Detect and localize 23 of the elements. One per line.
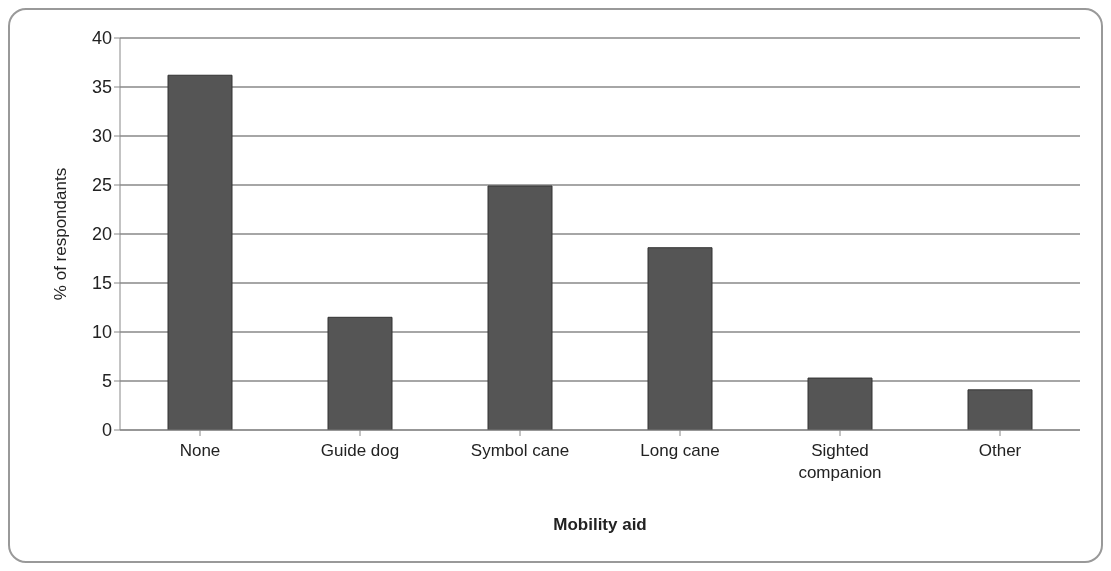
x-tick-label: Sighted companion [798, 441, 882, 482]
x-tick-label: Long cane [640, 441, 720, 460]
y-tick-label: 40 [91, 28, 112, 49]
x-tick-label: None [179, 441, 221, 460]
bar [807, 377, 873, 430]
x-tick-label: Guide dog [320, 441, 400, 460]
y-tick-label: 30 [91, 126, 112, 147]
y-tick-label: 5 [101, 371, 112, 392]
y-axis-title: % of respondants [51, 167, 71, 301]
y-tick-label: 35 [91, 77, 112, 98]
bar [167, 74, 233, 430]
y-tick-label: 10 [91, 322, 112, 343]
bar [487, 185, 553, 430]
bar [647, 247, 713, 430]
bar [327, 316, 393, 430]
x-axis-title: Mobility aid [553, 515, 647, 534]
y-tick-label: 20 [91, 224, 112, 245]
y-tick-label: 25 [91, 175, 112, 196]
y-tick-label: 0 [101, 420, 112, 441]
x-tick-label: Other [978, 441, 1022, 460]
y-tick-label: 15 [91, 273, 112, 294]
x-tick-label: Symbol cane [470, 441, 570, 460]
bar [967, 389, 1033, 430]
